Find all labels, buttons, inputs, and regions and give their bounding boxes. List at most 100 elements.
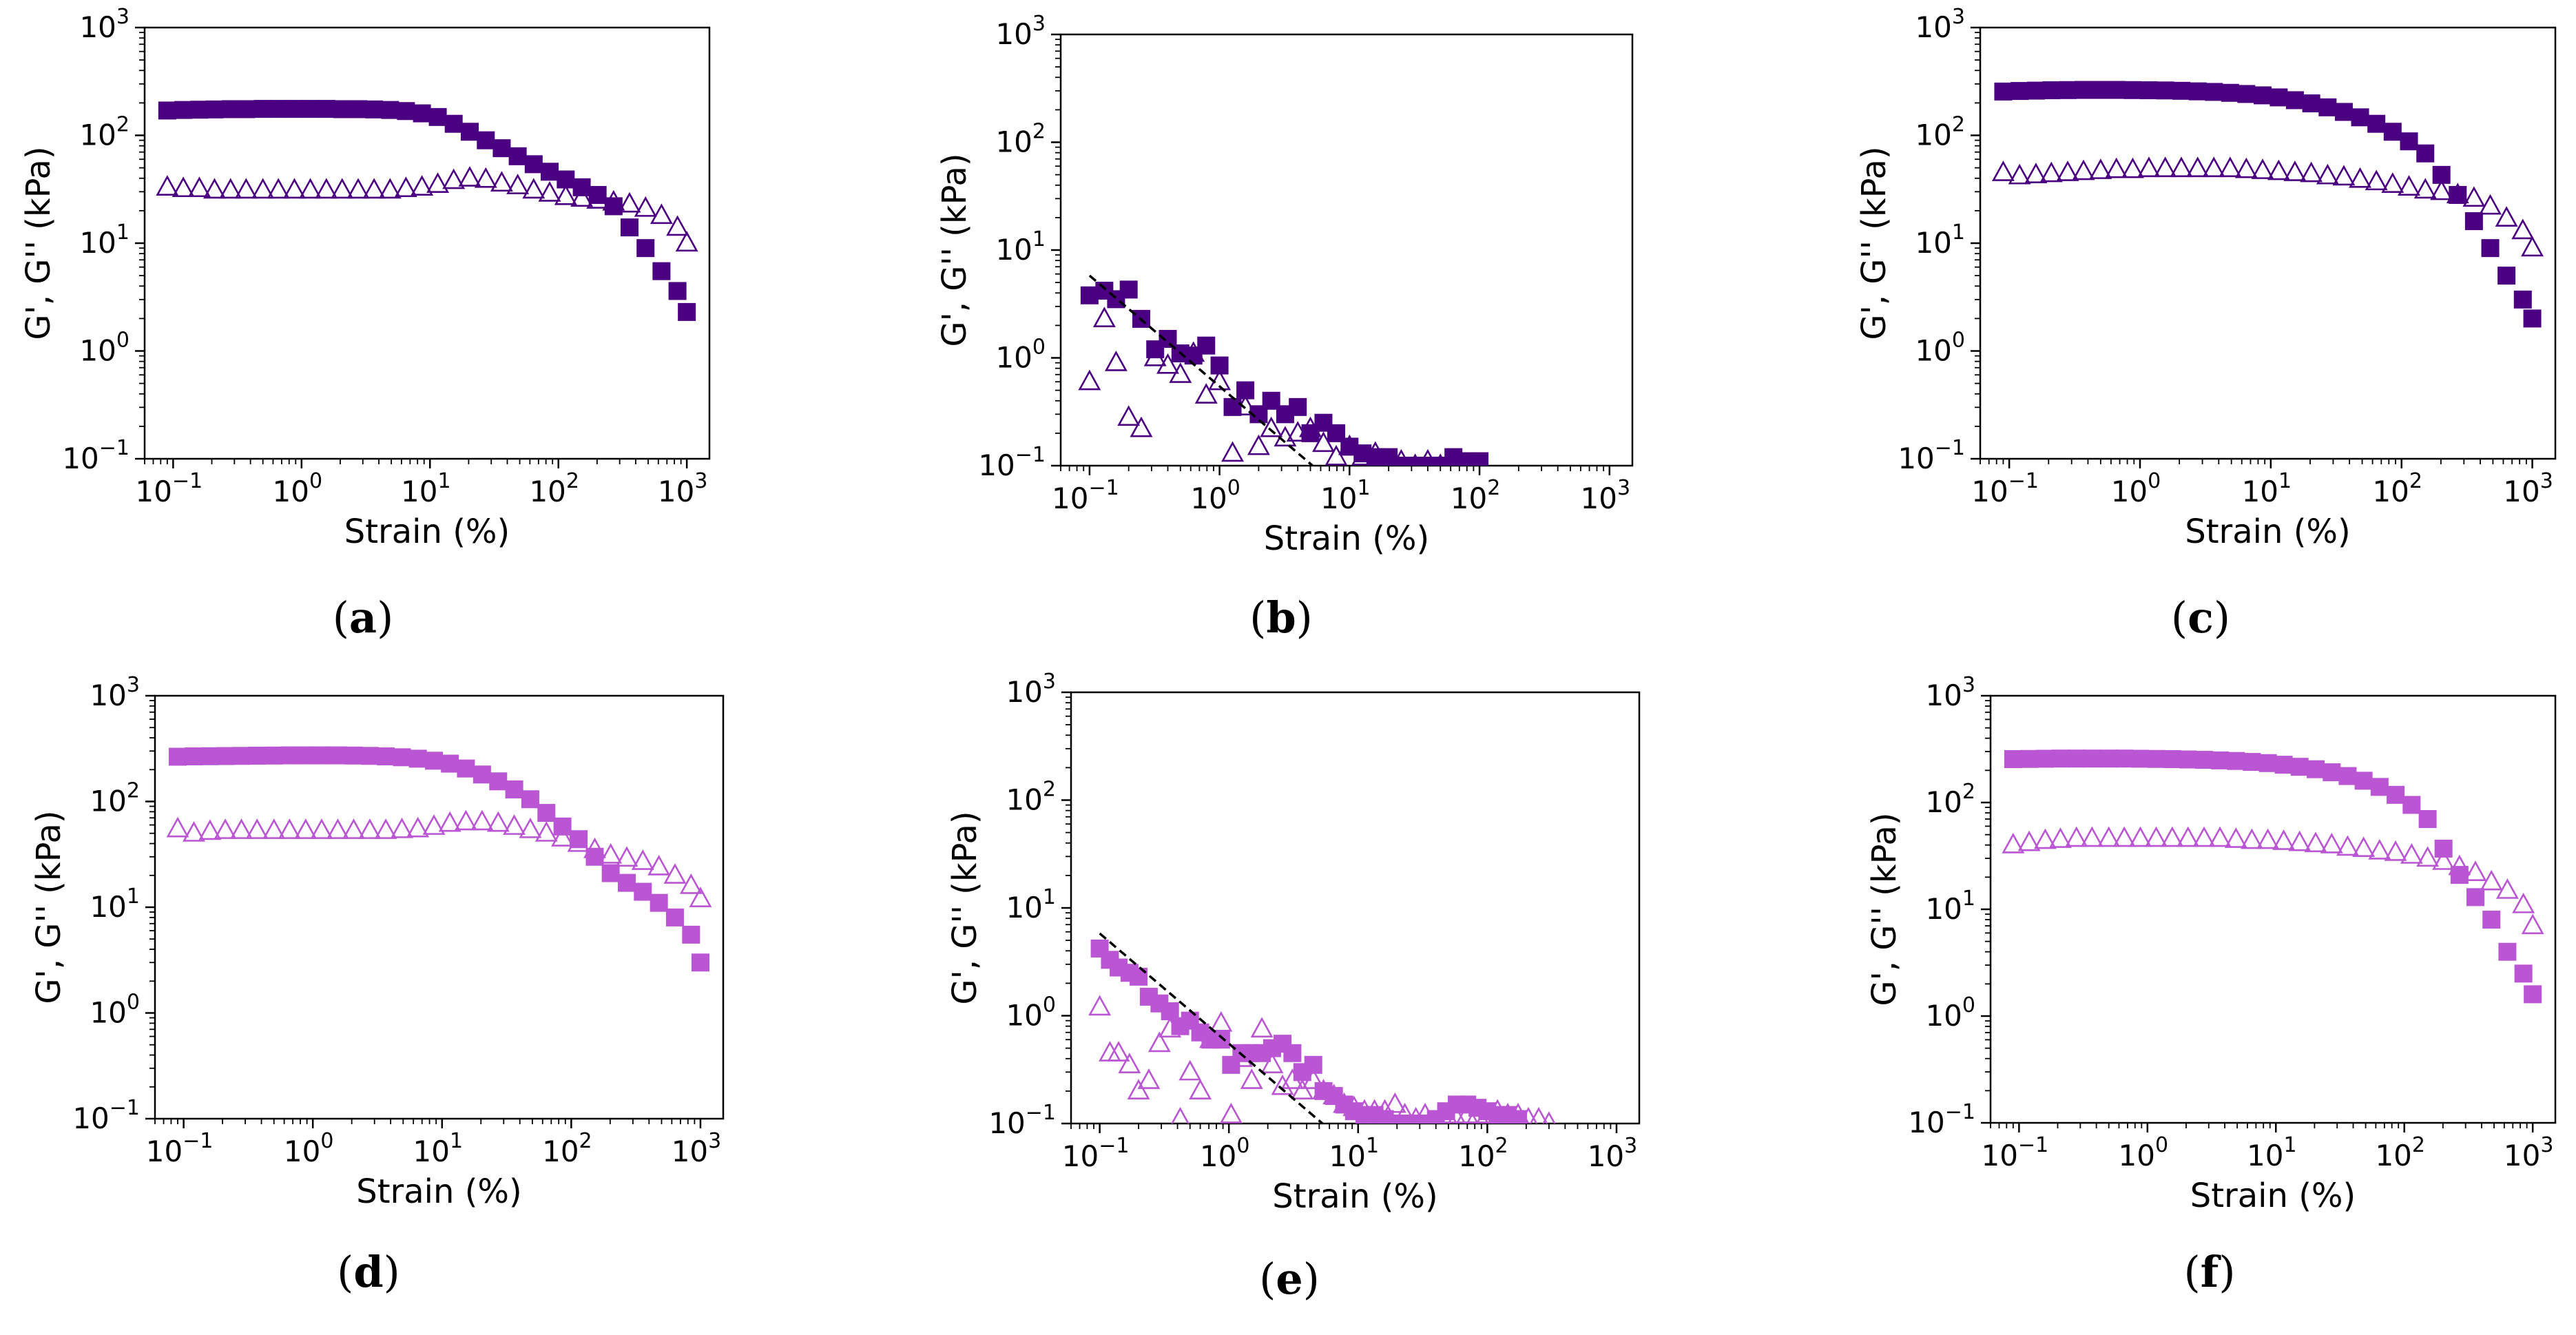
gprime-point — [2418, 810, 2437, 829]
x-tick-label: 103 — [2503, 469, 2553, 508]
y-tick-label: 10−1 — [1908, 1100, 1975, 1139]
gprime-point — [253, 100, 272, 118]
gdoubleprime-point — [538, 180, 561, 202]
gprime-point — [2523, 309, 2542, 328]
gdoubleprime-point — [1171, 1106, 1190, 1124]
x-tick-label: 10−1 — [146, 1129, 214, 1168]
x-tick-label: 102 — [2372, 469, 2422, 508]
gdoubleprime-point — [570, 186, 594, 207]
gdoubleprime-point — [1373, 1099, 1397, 1120]
gprime-point — [2416, 144, 2435, 163]
gprime-point — [2026, 81, 2045, 100]
gdoubleprime-point — [634, 196, 657, 217]
gprime-point — [248, 747, 267, 765]
gprime-point — [393, 748, 411, 767]
gprime-point — [2011, 82, 2029, 101]
plot-area — [166, 746, 712, 972]
gdoubleprime-point — [554, 184, 577, 205]
gprime-point — [2156, 81, 2174, 100]
gprime-point — [2243, 753, 2261, 772]
gdoubleprime-point — [299, 178, 322, 199]
gdoubleprime-point — [2002, 832, 2025, 853]
gdoubleprime-point — [618, 192, 641, 213]
gprime-point — [505, 780, 523, 799]
gdoubleprime-point — [2448, 854, 2471, 876]
gdoubleprime-point — [454, 809, 477, 831]
gdoubleprime-point — [486, 811, 510, 832]
x-tick-label: 101 — [2242, 469, 2292, 508]
gdoubleprime-point — [267, 178, 290, 199]
gprime-point — [174, 101, 193, 119]
gdoubleprime-point — [2080, 826, 2104, 847]
gdoubleprime-point — [187, 176, 211, 198]
gprime-point — [2402, 796, 2421, 814]
gprime-point — [665, 908, 684, 927]
gprime-point — [460, 123, 479, 141]
y-tick-label: 102 — [90, 779, 140, 818]
x-axis-label: Strain (%) — [2185, 513, 2351, 551]
gdoubleprime-point — [522, 178, 546, 199]
gdoubleprime-point — [1302, 1068, 1325, 1089]
y-axis-label: G', G'' (kPa) — [935, 153, 974, 346]
x-axis-label: Strain (%) — [1264, 519, 1430, 558]
gdoubleprime-point — [2521, 236, 2544, 257]
gdoubleprime-point — [378, 178, 402, 199]
gprime-point — [2051, 749, 2070, 768]
gprime-point — [2370, 778, 2389, 796]
gdoubleprime-point — [2336, 835, 2359, 856]
gprime-point — [2123, 81, 2142, 99]
gdoubleprime-point — [438, 811, 461, 832]
gdoubleprime-point — [1383, 1092, 1406, 1113]
gdoubleprime-point — [1127, 1079, 1150, 1099]
gprime-point — [2464, 212, 2483, 231]
gdoubleprime-point — [650, 203, 673, 225]
gdoubleprime-point — [1447, 1106, 1466, 1124]
gprime-point — [2383, 123, 2402, 141]
gdoubleprime-point — [2462, 186, 2486, 207]
gprime-point — [264, 746, 283, 765]
y-tick-label: 102 — [1915, 113, 1965, 152]
gdoubleprime-point — [442, 168, 466, 189]
gdoubleprime-point — [422, 814, 446, 835]
gprime-point — [537, 804, 556, 822]
gdoubleprime-point — [1271, 1074, 1294, 1095]
gdoubleprime-point — [2129, 826, 2152, 847]
gprime-point — [2318, 98, 2337, 116]
y-tick-label: 103 — [79, 5, 129, 44]
gdoubleprime-point — [411, 175, 434, 196]
gprime-point — [489, 772, 508, 791]
gdoubleprime-point — [1364, 441, 1387, 462]
gdoubleprime-point — [245, 818, 269, 839]
gprime-point — [2338, 767, 2357, 785]
y-tick-label: 102 — [1925, 780, 1975, 819]
gprime-point — [296, 746, 315, 765]
gdoubleprime-point — [2024, 163, 2048, 183]
gdoubleprime-point — [2400, 843, 2423, 864]
y-tick-label: 101 — [995, 227, 1046, 267]
gprime-point — [237, 100, 256, 118]
x-axis-label: Strain (%) — [1272, 1177, 1438, 1216]
gdoubleprime-point — [219, 178, 242, 199]
gdoubleprime-point — [1159, 1017, 1182, 1038]
gdoubleprime-point — [262, 818, 286, 839]
gprime-point — [349, 100, 368, 118]
gdoubleprime-point — [2219, 156, 2242, 178]
gprime-point — [678, 302, 696, 321]
gdoubleprime-point — [1280, 1068, 1304, 1089]
y-tick-label: 100 — [1925, 993, 1975, 1033]
gprime-point — [1212, 1031, 1230, 1049]
gdoubleprime-point — [1291, 1079, 1314, 1099]
gdoubleprime-point — [1169, 362, 1192, 383]
axes-frame — [1070, 691, 1641, 1125]
fit-line — [1099, 932, 1324, 1124]
gdoubleprime-point — [2137, 156, 2161, 178]
gdoubleprime-point — [2512, 892, 2535, 913]
x-tick-label: 100 — [1200, 1134, 1250, 1173]
gdoubleprime-point — [183, 821, 205, 842]
gdoubleprime-point — [506, 174, 530, 194]
x-tick-label: 101 — [1320, 476, 1371, 515]
gdoubleprime-point — [1107, 1041, 1130, 1062]
gprime-point — [2083, 749, 2101, 768]
gdoubleprime-point — [2430, 179, 2453, 200]
gdoubleprime-point — [406, 816, 430, 838]
